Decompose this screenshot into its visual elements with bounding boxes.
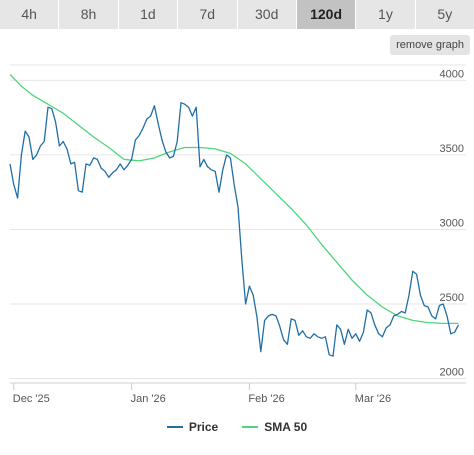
legend-swatch [166,426,183,428]
tab-4h[interactable]: 4h [0,0,60,29]
x-tick-label: Jan '26 [131,393,166,405]
chart-legend: Price SMA 50 [0,420,474,434]
remove-graph-button[interactable]: remove graph [390,35,470,55]
tab-8h[interactable]: 8h [59,0,119,29]
y-tick-label: 4000 [440,68,464,80]
legend-swatch [242,426,259,428]
y-tick-label: 3000 [440,217,464,229]
legend-label: Price [188,420,219,434]
legend-label: SMA 50 [264,420,308,434]
y-tick-label: 2000 [440,367,464,379]
series-line-sma-50 [9,73,459,325]
legend-item-price[interactable]: Price [166,420,219,434]
tab-1d[interactable]: 1d [118,0,179,29]
tab-5y[interactable]: 5y [415,0,474,29]
x-tick-label: Feb '26 [248,393,284,405]
tab-7d[interactable]: 7d [178,0,238,29]
tab-30d[interactable]: 30d [237,0,297,29]
tab-1y[interactable]: 1y [356,0,416,29]
tab-120d[interactable]: 120d [296,0,357,29]
series-line-price [9,102,459,357]
legend-item-sma-50[interactable]: SMA 50 [242,420,307,434]
y-tick-label: 2500 [440,292,464,304]
x-tick-label: Dec '25 [13,393,50,405]
range-tabs: 4h 8h 1d 7d 30d 120d 1y 5y [0,0,474,30]
price-chart: 2000 2500 3000 3500 4000 Dec '25 Jan '26 Feb '2… [9,64,466,405]
x-tick-label: Mar '26 [355,393,391,405]
y-tick-label: 3500 [440,143,464,155]
